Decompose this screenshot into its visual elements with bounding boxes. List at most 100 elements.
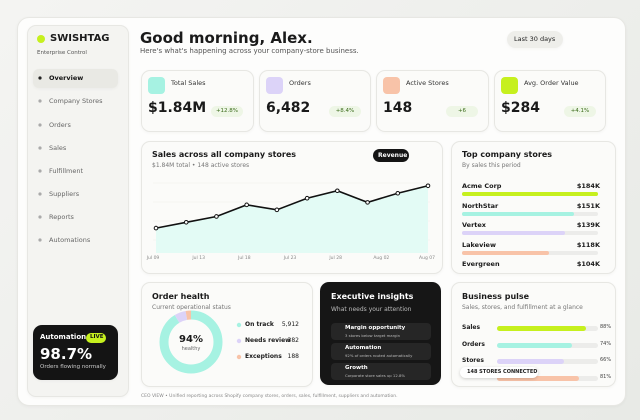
nav-dot <box>38 146 42 150</box>
store-name: Lakeview <box>462 240 496 249</box>
nav-item[interactable]: Reports <box>49 213 74 221</box>
point <box>335 188 340 194</box>
area <box>156 185 428 253</box>
tagline: Enterprise Control <box>37 50 87 56</box>
card-title: Executive insights <box>331 292 414 301</box>
brand: SWISHTAG <box>50 33 110 44</box>
kpi-label: Avg. Order Value <box>524 79 579 87</box>
nav-item[interactable]: Suppliers <box>49 190 80 198</box>
nav-item[interactable]: Company Stores <box>49 97 103 105</box>
store-value: $139K <box>576 221 600 229</box>
pulse-name: Sales <box>462 324 481 331</box>
store-name: Vertex <box>462 221 486 229</box>
kpi-icon <box>501 77 518 94</box>
kpi-change: +8.4% <box>335 108 355 114</box>
store-value: $184K <box>576 182 600 190</box>
card-title: Top company stores <box>462 150 553 159</box>
kpi-label: Total Sales <box>171 79 206 87</box>
insight-title: Growth <box>345 365 368 371</box>
page-title: Good morning, Alex. <box>140 29 313 47</box>
kpi-change: +12.8% <box>215 108 239 114</box>
point <box>214 214 219 219</box>
x-tick-label: Jul 18 <box>238 256 251 261</box>
legend-dot <box>236 322 242 328</box>
live-badge <box>86 333 106 343</box>
x-tick-label: Aug 07 <box>419 256 435 261</box>
card-title: Order health <box>152 292 210 301</box>
store-value: $151K <box>576 201 600 210</box>
legend-name: On track <box>245 321 274 328</box>
nav-item[interactable]: Sales <box>49 144 67 152</box>
kpi-value: 148 <box>383 100 413 116</box>
bar <box>462 231 565 235</box>
automation-value: 98.7% <box>40 345 93 363</box>
bar <box>497 375 579 381</box>
insight-row <box>331 343 431 360</box>
automation-title: Automation is <box>40 333 96 341</box>
kpi-badge <box>329 106 361 117</box>
nav-item[interactable]: Orders <box>49 121 71 129</box>
pulse-name: Stores <box>462 357 484 364</box>
nav-active[interactable] <box>33 69 118 88</box>
footer: CEO VIEW • Unified reporting across Shop… <box>141 394 398 399</box>
kpi-icon <box>383 77 400 94</box>
pulse-value: 66% <box>600 357 612 363</box>
automation-note: Orders flowing normally <box>40 364 106 370</box>
kpi-change: +4.1% <box>570 108 590 114</box>
bar <box>497 342 572 348</box>
connected-badge-text: 148 STORES CONNECTED <box>467 369 538 375</box>
insight-text: Corporate store sales up 12.8% <box>345 373 405 378</box>
kpi-icon <box>266 77 283 94</box>
connected-badge <box>460 367 538 378</box>
bar <box>462 211 574 216</box>
toggle[interactable] <box>373 149 409 162</box>
live-badge-text: LIVE <box>90 334 104 340</box>
store-name: Acme Corp <box>462 182 502 190</box>
order-health-card <box>141 282 313 387</box>
insight-row <box>331 323 431 340</box>
legend-value: 382 <box>287 337 299 344</box>
card-subtitle: Sales, stores, and fulfillment at a glan… <box>462 304 583 311</box>
kpi-value: 6,482 <box>266 100 311 116</box>
chart-subtitle: $1.84M total • 148 active stores <box>152 162 250 169</box>
pulse-value: 88% <box>600 324 612 330</box>
x-tick-label: Jul 09 <box>146 256 160 261</box>
card-subtitle: Current operational status <box>152 304 231 311</box>
nav-item[interactable]: Fulfillment <box>49 167 84 175</box>
legend-value: 188 <box>287 353 299 360</box>
donut-label: healthy <box>181 346 201 352</box>
point <box>183 219 189 225</box>
point <box>244 202 249 208</box>
card-subtitle: What needs your attention <box>331 306 412 313</box>
range-button[interactable] <box>507 31 563 48</box>
range-label: Last 30 days <box>514 35 556 43</box>
nav-dot <box>38 215 42 219</box>
x-tick-label: Jul 13 <box>192 256 205 261</box>
kpi-label: Orders <box>289 79 311 87</box>
card-subtitle: By sales this period <box>462 162 521 169</box>
point <box>365 200 370 205</box>
nav-item[interactable]: Automations <box>49 236 91 244</box>
donut-value: 94% <box>179 334 203 345</box>
pulse-value: 81% <box>600 373 612 380</box>
x-tick-label: Jul 23 <box>283 256 297 261</box>
legend-dot <box>236 338 242 344</box>
brand-dot <box>37 35 45 43</box>
pulse-name: Orders <box>462 340 485 348</box>
legend-dot <box>236 354 242 360</box>
nav-dot <box>38 123 42 127</box>
nav-item[interactable]: Overview <box>49 74 84 82</box>
bar <box>497 326 586 331</box>
store-value: $104K <box>576 260 600 268</box>
insight-title: Automation <box>345 345 382 351</box>
nav-dot <box>38 99 42 103</box>
insight-row <box>331 363 431 380</box>
point <box>274 207 280 213</box>
bar <box>462 250 550 255</box>
nav-dot <box>38 169 42 173</box>
point <box>395 190 401 196</box>
kpi-icon <box>148 77 165 94</box>
pulse-value: 74% <box>600 340 612 347</box>
